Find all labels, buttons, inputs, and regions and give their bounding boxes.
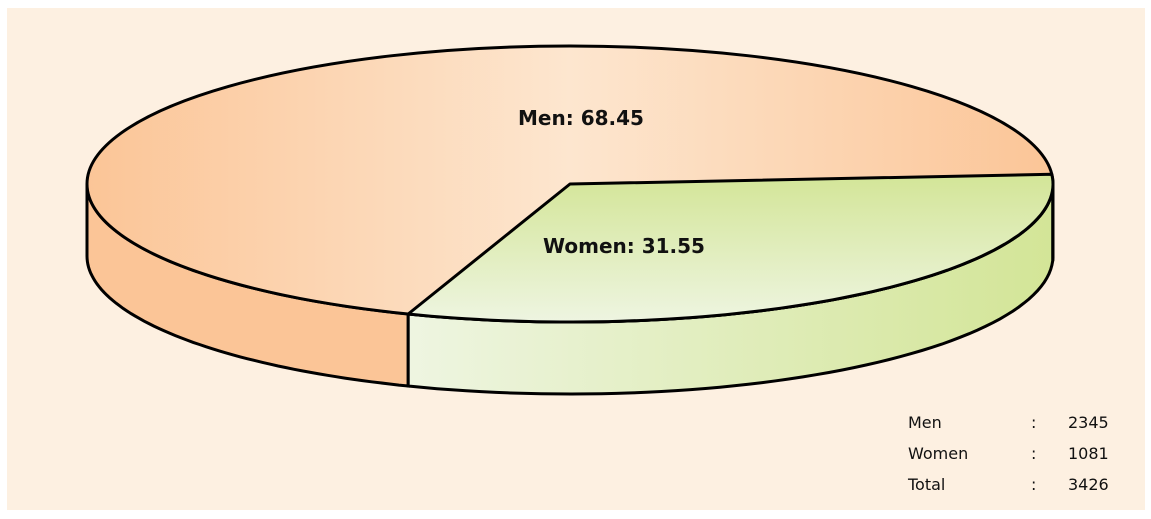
totals-separator: : bbox=[1031, 475, 1037, 494]
totals-separator: : bbox=[1031, 413, 1037, 432]
totals-label: Women bbox=[908, 444, 969, 463]
totals-value: 3426 bbox=[1068, 475, 1109, 494]
totals-separator: : bbox=[1031, 444, 1037, 463]
totals-label: Men bbox=[908, 413, 942, 432]
totals-value: 2345 bbox=[1068, 413, 1109, 432]
slice-label-women: Women: 31.55 bbox=[543, 234, 705, 258]
totals-label: Total bbox=[908, 475, 946, 494]
slice-label-men: Men: 68.45 bbox=[518, 106, 644, 130]
slice-top-women bbox=[406, 172, 1055, 324]
totals-value: 1081 bbox=[1068, 444, 1109, 463]
